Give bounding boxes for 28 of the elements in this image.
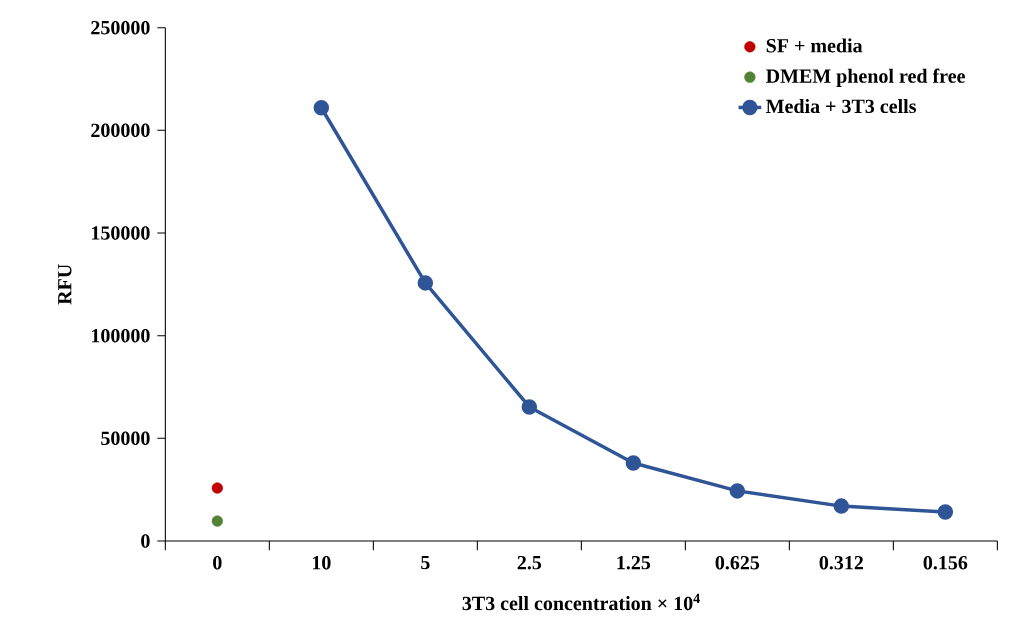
point [833, 498, 850, 514]
x-tick-label: 0 [213, 555, 222, 570]
point [211, 482, 223, 494]
x-tick-label: 1.25 [617, 555, 651, 570]
y-tick-label: 50000 [101, 431, 150, 446]
x-tick-label: 10 [312, 555, 331, 570]
point [937, 504, 954, 520]
legend-label: DMEM phenol red free [766, 68, 965, 87]
x-tick-label: 0.625 [715, 555, 760, 570]
x-tick-label: 0.156 [923, 555, 968, 570]
x-tick-label: 0.312 [819, 555, 863, 570]
y-tick-label: 100000 [92, 328, 150, 343]
point [521, 399, 538, 415]
x-axis-title: 3T3 cell concentration × 10$^{4}$ [462, 593, 700, 611]
point [625, 455, 642, 471]
point [211, 515, 223, 527]
x-tick-label: 5 [421, 555, 430, 570]
point [729, 483, 746, 499]
y-tick-label: 0 [141, 534, 150, 548]
y-tick-label: 150000 [92, 226, 150, 240]
legend-label: Media + 3T3 cells [766, 99, 916, 114]
x-tick-label: 2.5 [517, 555, 542, 570]
y-tick-label: 250000 [91, 20, 150, 35]
y-axis-title: RFU [58, 264, 72, 305]
y-tick-label: 200000 [91, 123, 150, 138]
point [313, 100, 330, 116]
legend-label: SF + media [766, 38, 863, 53]
point [417, 275, 434, 291]
